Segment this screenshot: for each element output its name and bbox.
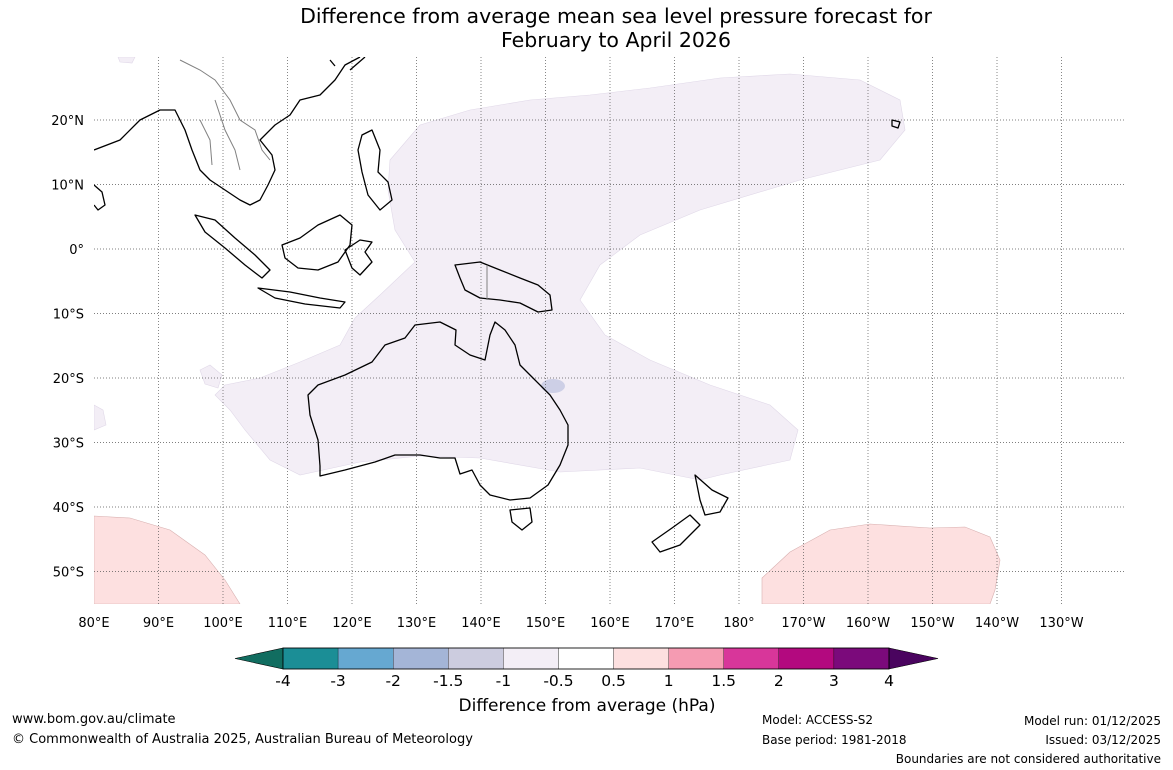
colorbar-tick: 1 [664,672,674,690]
colorbar-tick: 4 [884,672,894,690]
colorbar-tick: 1.5 [711,672,736,690]
map-title: Difference from average mean sea level p… [0,4,1173,52]
anomaly-region-negative-west2 [94,404,107,431]
colorbar-extend-high [888,647,939,670]
colorbar-segments [234,647,939,670]
anomaly-region-positive-southwest [94,515,241,604]
footer-copyright: © Commonwealth of Australia 2025, Austra… [12,732,473,747]
colorbar-title: Difference from average (hPa) [458,696,716,716]
lon-tick-label: 180° [723,616,754,631]
colorbar-segment [613,647,669,670]
lat-tick-label: 0° [69,243,84,258]
map-title-line1: Difference from average mean sea level p… [300,4,932,28]
lon-tick-label: 140°E [461,616,501,631]
lon-tick-label: 110°E [268,616,308,631]
lon-tick-label: 170°E [655,616,695,631]
colorbar-tick: 2 [774,672,784,690]
footer-url: www.bom.gov.au/climate [12,712,176,727]
borneo-coastline [281,214,353,271]
anomaly-region-positive-southeast [761,523,1001,604]
anomaly-region-stronger-negative [541,379,565,393]
lon-tick-label: 150°E [526,616,566,631]
tasmania-coastline [509,507,533,531]
colorbar-segment [337,647,394,670]
colorbar-frame [282,647,890,670]
latitude-labels: 20°N 10°N 0° 10°S 20°S 30°S 40°S 50°S [51,114,84,581]
forecast-map: 20°N 10°N 0° 10°S 20°S 30°S 40°S 50°S 80°E 90°E 1… [51,57,1126,631]
lat-tick-label: 30°S [53,437,84,452]
new-zealand-north-coastline [694,474,729,516]
lat-tick-label: 20°S [53,372,84,387]
colorbar-tick: -3 [330,672,345,690]
hawaii-coastline [891,119,901,129]
graticule [94,57,1126,604]
longitude-labels: 80°E 90°E 100°E 110°E 120°E 130°E 140°E 150°E 16… [78,616,1083,631]
sumatra-coastline [194,214,271,279]
colorbar-segment [558,647,614,670]
lon-tick-label: 150°W [910,616,954,631]
lat-tick-label: 50°S [53,566,84,581]
colorbar-segment [778,647,835,670]
footer-model: Model: ACCESS-S2 [762,713,874,727]
sulawesi-coastline [344,239,373,276]
country-borders [179,59,488,300]
colorbar-segment [668,647,724,670]
footer-issued: Issued: 03/12/2025 [1045,733,1161,747]
coastlines [94,57,901,553]
colorbar-segment [448,647,504,670]
lat-tick-label: 10°N [51,179,84,194]
colorbar: -4 -3 -2 -1.5 -1 -0.5 0.5 1 1.5 2 3 4 [234,647,939,690]
java-coastline [257,287,346,309]
lon-tick-label: 80°E [78,616,109,631]
asia-mainland-coastline [94,57,361,206]
new-guinea-coastline [454,261,553,313]
colorbar-segment [503,647,559,670]
colorbar-tick: -2 [385,672,400,690]
lon-tick-label: 160°E [590,616,630,631]
colorbar-segment [393,647,449,670]
colorbar-tick: 3 [829,672,839,690]
anomaly-region-negative-west [199,364,223,389]
australia-coastline [307,321,569,501]
colorbar-segment [282,647,339,670]
colorbar-tick: -1.5 [433,672,463,690]
lat-tick-label: 20°N [51,114,84,129]
anomaly-region-negative [214,73,906,481]
indochina-borders [179,59,271,171]
colorbar-tick: -4 [275,672,290,690]
colorbar-extend-low [234,647,284,670]
colorbar-tick: 0.5 [601,672,626,690]
new-zealand-south-coastline [651,514,701,553]
colorbar-tick: -1 [496,672,511,690]
map-title-line2: February to April 2026 [501,28,731,52]
philippines-coastline [357,129,393,211]
footer-model-run: Model run: 01/12/2025 [1023,714,1161,728]
colorbar-segment [723,647,779,670]
lon-tick-label: 120°E [332,616,372,631]
lat-tick-label: 40°S [53,501,84,516]
colorbar-segment [833,647,890,670]
sri-lanka-coastline [94,184,106,211]
footer-boundaries-note: Boundaries are not considered authoritat… [895,752,1161,766]
lon-tick-label: 140°W [975,616,1019,631]
lon-tick-label: 130°E [397,616,437,631]
lon-tick-label: 170°W [781,616,825,631]
lon-tick-label: 130°W [1039,616,1083,631]
lon-tick-label: 100°E [203,616,243,631]
japan-coastline [329,57,366,71]
anomaly-region-negative-northwest [117,57,136,64]
colorbar-tick-labels: -4 -3 -2 -1.5 -1 -0.5 0.5 1 1.5 2 3 4 [275,672,894,690]
lon-tick-label: 160°W [846,616,890,631]
footer-base-period: Base period: 1981-2018 [762,733,907,747]
colorbar-tick: -0.5 [543,672,573,690]
lat-tick-label: 10°S [53,308,84,323]
lon-tick-label: 90°E [143,616,174,631]
